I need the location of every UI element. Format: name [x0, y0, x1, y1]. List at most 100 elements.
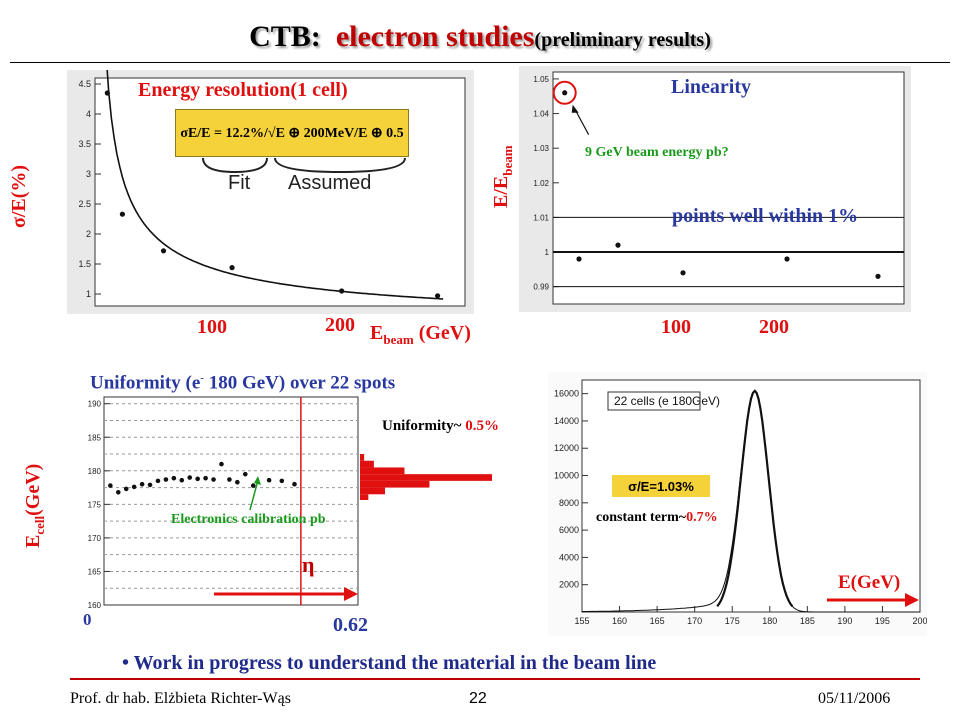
projection-bar	[360, 480, 430, 488]
data-point	[339, 288, 345, 294]
sigma-axis-label: σ/E(%)	[8, 164, 30, 228]
energy-tick-200: 200	[325, 314, 355, 336]
y-tick-label: 1.01	[533, 213, 549, 222]
electronics-arrow	[249, 476, 261, 511]
projection-bar	[360, 460, 374, 468]
footer-rule	[70, 678, 920, 680]
data-point	[108, 483, 113, 488]
data-point	[147, 482, 153, 488]
x-tick-label: 175	[725, 616, 740, 626]
data-point	[131, 484, 137, 490]
gaussian-fit	[716, 389, 794, 607]
data-point	[171, 475, 177, 481]
projection-bar	[360, 494, 369, 500]
y-tick-label: 1.04	[533, 110, 549, 119]
uniformity-chart: 160 165 170 175 180 185 190	[88, 396, 359, 610]
data-point	[680, 270, 686, 276]
x-tick-label: 155	[574, 616, 589, 626]
data-point	[562, 90, 568, 96]
y-tick-label: 3	[86, 169, 91, 179]
y-tick-label: 16000	[554, 389, 579, 399]
linearity-y-axis-label: E/Ebeam	[490, 145, 515, 208]
energy-histogram-chart: 2000 4000 6000 8000 10000 12000 14000 16000 155 1…	[554, 379, 928, 626]
y-tick-label: 170	[88, 534, 102, 543]
energy-resolution-formula: σE/E = 12.2%/√E ⊕ 200MeV/E ⊕ 0.5	[175, 109, 409, 157]
y-tick-label: 4	[86, 109, 91, 119]
histogram-resolution-badge: σ/E=1.03%	[612, 475, 710, 497]
data-point	[227, 477, 232, 482]
y-tick-label: 1.03	[533, 144, 549, 153]
projection-bar	[360, 487, 386, 495]
data-point	[160, 248, 167, 254]
footer-date: 05/11/2006	[818, 690, 891, 707]
y-tick-label: 6000	[559, 525, 579, 535]
data-point	[242, 471, 248, 477]
data-point	[292, 481, 297, 487]
data-point	[219, 461, 224, 467]
y-tick-label: 14000	[554, 416, 579, 426]
y-tick-label: 160	[88, 601, 102, 610]
data-point	[187, 475, 193, 480]
uniformity-panel: 160 165 170 175 180 185 190	[80, 393, 362, 611]
y-tick-label: 180	[88, 467, 102, 476]
data-point	[203, 475, 208, 481]
data-point	[434, 293, 441, 299]
x-tick-label: 195	[875, 616, 890, 626]
data-point	[279, 478, 285, 484]
y-tick-label: 1.5	[78, 259, 91, 269]
data-point	[250, 483, 256, 488]
formula-braces	[202, 157, 406, 174]
ecell-axis-label: Ecell(GeV)	[22, 463, 47, 548]
x-tick-label: 170	[687, 616, 702, 626]
footer-page-number: 22	[469, 690, 487, 707]
projection-bar	[360, 474, 492, 481]
y-tick-label: 175	[88, 500, 102, 509]
energy-tick-100: 100	[197, 316, 227, 338]
data-point	[615, 242, 621, 248]
linearity-chart: 0.99 1 1.01 1.02 1.03 1.04 1.05	[533, 71, 905, 305]
energy-histogram-panel: 2000 4000 6000 8000 10000 12000 14000 16000 155 1…	[548, 372, 928, 636]
y-tick-label: 3.5	[78, 139, 91, 149]
y-tick-label: 10000	[554, 471, 579, 481]
y-tick-label: 185	[88, 433, 102, 442]
linearity-panel: 0.99 1 1.01 1.02 1.03 1.04 1.05	[519, 66, 911, 312]
outlier-circle	[552, 80, 577, 105]
linearity-points-note: points well within 1%	[672, 205, 859, 227]
energy-resolution-title: Energy resolution(1 cell)	[138, 79, 348, 101]
data-point	[119, 211, 126, 217]
eta-zero: 0	[83, 610, 92, 629]
title-sub: (preliminary results)	[534, 29, 711, 51]
data-point	[784, 256, 790, 262]
eta-max: 0.62	[333, 614, 368, 636]
x-tick-label: 160	[612, 616, 627, 626]
data-point	[235, 479, 240, 485]
y-tick-label: 190	[88, 400, 102, 409]
data-point	[115, 489, 121, 495]
data-point	[179, 477, 185, 483]
data-point	[155, 478, 161, 484]
y-tick-label: 4000	[559, 552, 579, 562]
outlier-arrow-head	[571, 104, 579, 113]
y-tick-label: 12000	[554, 443, 579, 453]
electronics-note: Electronics calibration pb	[171, 512, 326, 527]
title-main: electron studies	[335, 20, 535, 53]
data-point	[163, 477, 169, 482]
uniformity-projection	[360, 454, 492, 500]
fit-curve	[102, 0, 444, 300]
slide-title: CTB: electron studies(preliminary result…	[0, 20, 960, 54]
linearity-note: 9 GeV beam energy pb?	[585, 145, 729, 160]
footer-author: Prof. dr hab. Elżbieta Richter-Wąs	[70, 690, 291, 707]
title-prefix: CTB:	[249, 20, 321, 53]
plot-frame	[103, 396, 359, 606]
linearity-title: Linearity	[671, 76, 751, 98]
constant-term-label: constant term~0.7%	[596, 510, 718, 525]
x-tick-label: 180	[762, 616, 777, 626]
eta-symbol: η	[302, 552, 315, 577]
data-point	[576, 256, 582, 262]
data-point	[139, 481, 145, 487]
y-tick-label: 1	[86, 289, 91, 299]
data-point	[104, 90, 110, 96]
y-tick-label: 2.5	[78, 199, 91, 209]
work-in-progress-bullet: • Work in progress to understand the mat…	[122, 652, 657, 674]
x-tick-label: 185	[800, 616, 815, 626]
